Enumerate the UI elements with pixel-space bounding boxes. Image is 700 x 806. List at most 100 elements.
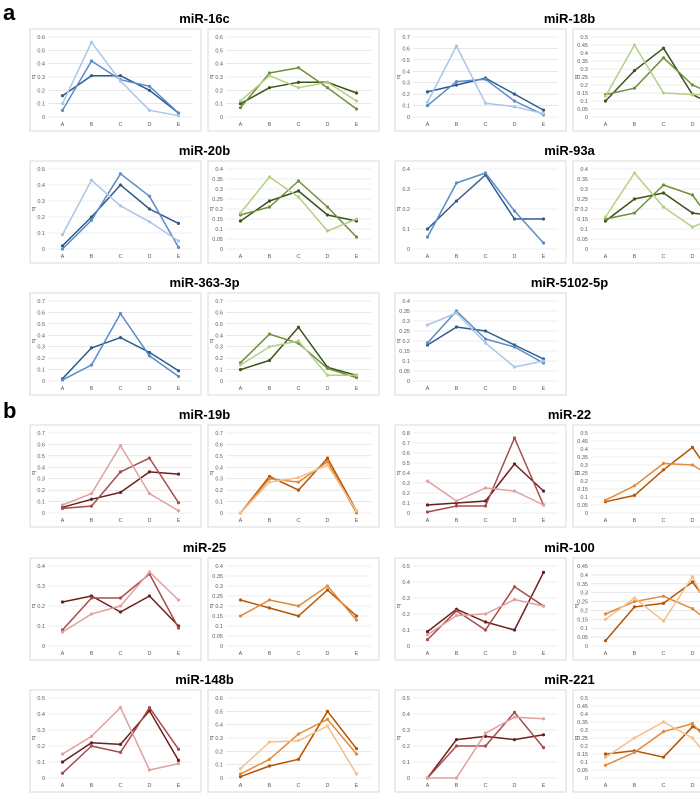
y-axis-label: rq xyxy=(209,207,215,212)
y-tick-label: 0.5 xyxy=(37,48,45,54)
data-point xyxy=(296,80,301,84)
y-axis-label: rq xyxy=(209,604,215,609)
data-point xyxy=(483,620,488,624)
data-point xyxy=(454,325,459,329)
y-tick-label: 0.05 xyxy=(212,237,223,243)
data-point xyxy=(176,509,181,513)
y-tick-label: 0.2 xyxy=(37,356,45,362)
y-tick-label: 0.25 xyxy=(212,594,223,600)
data-point xyxy=(325,213,330,217)
data-point xyxy=(512,105,517,109)
y-tick-label: 0.2 xyxy=(37,88,45,94)
y-tick-label: 0.3 xyxy=(580,728,588,734)
data-point xyxy=(118,79,123,83)
data-point xyxy=(483,337,488,341)
data-point xyxy=(60,503,65,507)
data-point xyxy=(661,183,666,187)
y-tick-label: 0.05 xyxy=(577,635,588,641)
data-point xyxy=(354,91,359,95)
data-point xyxy=(454,738,459,742)
y-tick-label: 0.1 xyxy=(402,501,410,507)
data-point xyxy=(238,767,243,771)
data-point xyxy=(238,598,243,602)
data-point xyxy=(296,739,301,743)
chart-frame xyxy=(29,689,202,793)
y-tick-label: 0.3 xyxy=(580,187,588,193)
data-point xyxy=(89,218,94,222)
data-point xyxy=(60,244,65,248)
y-tick-label: 0.3 xyxy=(402,319,410,325)
data-point xyxy=(60,247,65,251)
data-point xyxy=(147,108,152,112)
x-tick-label: A xyxy=(604,122,608,128)
data-point xyxy=(325,709,330,713)
y-tick-label: 0 xyxy=(220,776,223,782)
chart-title: miR-363-3p xyxy=(169,275,239,290)
y-tick-label: 0 xyxy=(42,115,45,121)
chart-frame xyxy=(207,292,380,396)
data-point xyxy=(690,725,695,729)
y-tick-label: 0.2 xyxy=(37,488,45,494)
y-axis-label: rq xyxy=(574,75,580,80)
data-point xyxy=(238,99,243,103)
y-tick-label: 0.3 xyxy=(37,75,45,81)
chart-title: miR-25 xyxy=(183,540,226,555)
y-tick-label: 0.1 xyxy=(580,495,588,501)
data-point xyxy=(60,94,65,98)
y-tick-label: 0.5 xyxy=(580,696,588,702)
data-point xyxy=(296,86,301,90)
y-tick-label: 0.45 xyxy=(577,564,588,570)
data-point xyxy=(89,612,94,616)
y-tick-label: 0.4 xyxy=(402,167,410,173)
y-tick-label: 0.1 xyxy=(215,368,223,374)
x-tick-label: D xyxy=(513,122,517,128)
data-point xyxy=(512,209,517,213)
y-tick-label: 0.4 xyxy=(37,333,45,339)
data-point xyxy=(147,456,152,460)
data-point xyxy=(661,191,666,195)
y-axis-label: rq xyxy=(209,339,215,344)
chart-frame xyxy=(207,160,380,264)
data-point xyxy=(325,366,330,371)
x-tick-label: C xyxy=(297,122,301,128)
y-tick-label: 0.1 xyxy=(580,626,588,632)
x-tick-label: E xyxy=(542,651,546,657)
y-tick-label: 0.25 xyxy=(577,471,588,477)
y-tick-label: 0.7 xyxy=(402,35,410,41)
x-tick-label: A xyxy=(604,518,608,524)
data-point xyxy=(176,114,181,118)
data-point xyxy=(425,776,430,780)
y-tick-label: 0 xyxy=(585,511,588,517)
chart-frame xyxy=(29,292,202,396)
x-tick-label: B xyxy=(633,651,637,657)
data-point xyxy=(454,79,459,84)
chart-title: miR-221 xyxy=(544,672,595,687)
data-point xyxy=(267,480,272,484)
y-tick-label: 0.1 xyxy=(402,359,410,365)
data-point xyxy=(632,599,637,604)
chart-22: 0 0.05 0.1 0.15 0.2 0.25 0.3 0.35 0.4 0.45 0.5 rq A B… xyxy=(572,689,700,793)
y-tick-label: 0.2 xyxy=(580,744,588,750)
data-point xyxy=(238,511,243,515)
x-tick-label: D xyxy=(691,783,695,789)
data-point xyxy=(425,633,430,637)
x-tick-label: B xyxy=(455,651,459,657)
x-tick-label: D xyxy=(326,122,330,128)
chart-title: miR-16c xyxy=(179,11,230,26)
y-tick-label: 0.2 xyxy=(402,339,410,345)
chart-14: 0 0.05 0.1 0.15 0.2 0.25 0.3 0.35 0.4 0.45 0.5 rq A B… xyxy=(572,424,700,528)
data-point xyxy=(454,83,459,87)
x-tick-label: C xyxy=(297,254,301,260)
data-point xyxy=(89,741,94,745)
x-tick-label: D xyxy=(513,254,517,260)
x-tick-label: B xyxy=(90,254,94,260)
x-tick-label: C xyxy=(297,518,301,524)
data-point xyxy=(661,205,666,209)
data-point xyxy=(325,724,330,728)
x-tick-label: A xyxy=(61,386,65,392)
data-point xyxy=(267,474,272,479)
y-tick-label: 0.4 xyxy=(580,712,588,718)
y-tick-label: 0.4 xyxy=(215,564,223,570)
data-point xyxy=(690,83,695,87)
data-point xyxy=(238,775,243,779)
